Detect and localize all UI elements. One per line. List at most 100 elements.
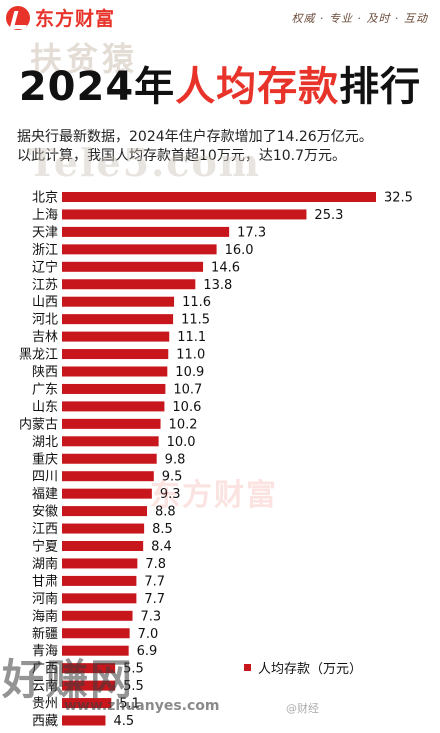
- value-label: 7.0: [138, 627, 159, 642]
- category-label: 云南: [32, 678, 58, 694]
- value-label: 7.7: [144, 592, 165, 607]
- bar: [62, 209, 307, 220]
- category-label: 四川: [32, 470, 58, 485]
- category-label: 福建: [32, 487, 58, 502]
- category-label: 山西: [32, 295, 58, 310]
- category-label: 北京: [32, 191, 58, 206]
- intro-text: 据央行最新数据，2024年住户存款增加了14.26万亿元。 以此计算，我国人均存…: [17, 128, 427, 166]
- category-label: 青海: [32, 644, 58, 659]
- brand-slogan: 权威 · 专业 · 及时 · 互动: [291, 12, 428, 25]
- bar: [62, 541, 144, 551]
- value-label: 7.7: [144, 574, 165, 589]
- value-label: 8.5: [152, 522, 173, 537]
- value-label: 10.6: [172, 400, 201, 415]
- value-label: 5.5: [123, 662, 144, 677]
- title-year: 2024年: [18, 64, 176, 110]
- bar: [62, 314, 174, 325]
- brand-logo: 东方财富: [6, 4, 115, 31]
- legend-swatch: [244, 664, 251, 671]
- value-label: 16.0: [225, 243, 254, 258]
- bar: [62, 610, 133, 621]
- bar: [62, 593, 137, 604]
- category-label: 湖南: [32, 556, 58, 572]
- bar: [62, 418, 161, 429]
- chart-legend: 人均存款（万元）: [244, 658, 362, 677]
- intro-line-1: 据央行最新数据，2024年住户存款增加了14.26万亿元。: [17, 129, 373, 145]
- value-label: 32.5: [384, 191, 413, 206]
- brand-name: 东方财富: [35, 8, 116, 30]
- value-label: 9.8: [165, 452, 186, 467]
- value-label: 8.4: [151, 540, 172, 555]
- category-label: 山东: [32, 400, 58, 415]
- page-title: 2024年人均存款排行: [0, 62, 440, 112]
- category-label: 甘肃: [32, 574, 58, 589]
- value-label: 5.5: [123, 679, 144, 694]
- value-label: 9.3: [160, 487, 181, 502]
- category-label: 西藏: [32, 714, 58, 729]
- value-label: 4.5: [113, 714, 134, 729]
- bar: [62, 279, 196, 290]
- bar: [62, 471, 154, 482]
- bar: [62, 506, 148, 517]
- bar: [62, 558, 138, 569]
- bar: [62, 436, 159, 447]
- category-label: 广东: [32, 382, 58, 397]
- bar: [62, 261, 204, 272]
- bar: [62, 401, 165, 412]
- value-label: 11.1: [177, 330, 206, 345]
- bar: [62, 663, 116, 674]
- bar: [62, 680, 116, 691]
- category-label: 重庆: [32, 451, 58, 467]
- bar: [62, 192, 376, 202]
- bar: [62, 698, 112, 709]
- category-label: 湖北: [32, 435, 58, 450]
- category-label: 贵州: [32, 697, 58, 712]
- category-label: 陕西: [32, 365, 58, 380]
- category-label: 黑龙江: [19, 348, 58, 363]
- category-label: 安徽: [32, 505, 58, 520]
- bar: [62, 331, 170, 342]
- category-label: 辽宁: [32, 259, 58, 275]
- value-label: 11.5: [181, 313, 210, 328]
- eastmoney-logo-icon: [6, 5, 30, 30]
- intro-line-2: 以此计算，我国人均存款首超10万元，达10.7万元。: [17, 148, 346, 164]
- value-label: 14.6: [211, 260, 240, 275]
- bar: [62, 715, 106, 726]
- watermark-mid: Tele5.com: [28, 140, 262, 185]
- category-label: 海南: [32, 608, 58, 624]
- title-suffix: 排行: [339, 64, 422, 110]
- value-label: 10.9: [175, 365, 204, 380]
- category-label: 上海: [32, 208, 58, 223]
- bar: [62, 453, 157, 464]
- bar: [62, 349, 169, 360]
- value-label: 10.7: [173, 382, 202, 397]
- value-label: 17.3: [237, 225, 266, 240]
- value-label: 7.8: [145, 557, 166, 572]
- category-label: 广西: [32, 662, 58, 677]
- watermark-weibo: @财经: [286, 702, 319, 715]
- bar: [62, 628, 130, 639]
- category-label: 吉林: [32, 330, 58, 345]
- value-label: 10.2: [169, 417, 198, 432]
- watermark-url: www.zhuanyes.com: [64, 698, 220, 714]
- value-label: 10.0: [167, 435, 196, 450]
- bar: [62, 226, 230, 237]
- bar: [62, 645, 129, 656]
- bar: [62, 296, 175, 307]
- value-label: 11.0: [176, 348, 205, 363]
- watermark-top: 扶贫猿: [30, 40, 139, 78]
- watermark-bottom: 好赚网: [2, 655, 135, 704]
- category-label: 天津: [32, 225, 58, 240]
- value-label: 5.1: [119, 697, 140, 712]
- watermark-center: 东方财富: [150, 478, 278, 513]
- value-label: 9.5: [162, 470, 183, 485]
- category-label: 内蒙古: [19, 416, 58, 432]
- value-label: 13.8: [203, 278, 232, 293]
- value-label: 7.3: [141, 609, 162, 624]
- bar-chart: 北京 32.5 上海 25.3 天津 17.3 浙江 16.0 辽宁 14.6 江苏 13.8 山西 11…: [19, 191, 413, 730]
- bar: [62, 488, 152, 499]
- value-label: 25.3: [314, 208, 343, 223]
- legend-label: 人均存款（万元）: [258, 662, 363, 677]
- value-label: 11.6: [182, 295, 211, 310]
- category-label: 江苏: [32, 277, 58, 293]
